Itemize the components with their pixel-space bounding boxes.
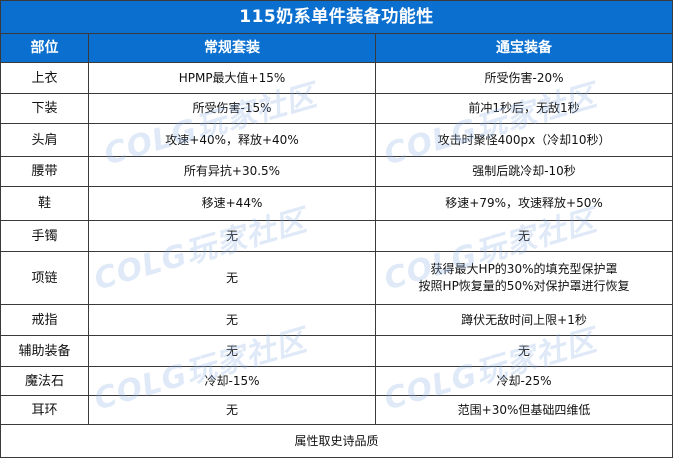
tongbao-cell: 获得最大HP的30%的填充型保护罩 按照HP恢复量的50%对保护罩进行恢复 [374, 251, 673, 305]
slot-cell: 耳环 [0, 395, 89, 425]
standard-cell: HPMP最大值+15% [88, 62, 376, 94]
table-row: 腰带 所有异抗+30.5% 强制后跳冷却-10秒 [0, 156, 673, 187]
slot-cell: 上衣 [0, 62, 89, 94]
tongbao-cell: 冷却-25% [374, 366, 673, 396]
tongbao-cell: 无 [374, 335, 673, 367]
slot-cell: 下装 [0, 93, 89, 124]
table-row: 上衣 HPMP最大值+15% 所受伤害-20% [0, 62, 673, 94]
tongbao-cell: 所受伤害-20% [374, 62, 673, 94]
tongbao-cell: 攻击时聚怪400px（冷却10秒） [374, 123, 673, 157]
slot-cell: 头肩 [0, 123, 89, 157]
slot-cell: 腰带 [0, 156, 89, 187]
tongbao-cell: 蹲伏无敌时间上限+1秒 [374, 304, 673, 336]
tongbao-cell: 前冲1秒后，无敌1秒 [374, 93, 673, 124]
table-row: 鞋 移速+44% 移速+79%，攻速释放+50% [0, 186, 673, 221]
standard-cell: 移速+44% [88, 186, 376, 221]
slot-cell: 辅助装备 [0, 335, 89, 367]
standard-cell: 所受伤害-15% [88, 93, 376, 124]
standard-cell: 所有异抗+30.5% [88, 156, 376, 187]
slot-cell: 戒指 [0, 304, 89, 336]
tongbao-cell: 强制后跳冷却-10秒 [374, 156, 673, 187]
column-header-standard: 常规套装 [88, 33, 376, 63]
table-title: 115奶系单件装备功能性 [0, 0, 673, 34]
table-row: 魔法石 冷却-15% 冷却-25% [0, 366, 673, 396]
tongbao-line: 获得最大HP的30%的填充型保护罩 [430, 262, 618, 276]
standard-cell: 无 [88, 304, 376, 336]
slot-cell: 鞋 [0, 186, 89, 221]
standard-cell: 无 [88, 251, 376, 305]
tongbao-cell: 范围+30%但基础四维低 [374, 395, 673, 425]
table-row: 手镯 无 无 [0, 220, 673, 252]
standard-cell: 攻速+40%，释放+40% [88, 123, 376, 157]
footer-note: 属性取史诗品质 [0, 424, 673, 458]
equipment-table: 115奶系单件装备功能性 部位 常规套装 通宝装备 上衣 HPMP最大值+15%… [0, 0, 673, 458]
slot-cell: 魔法石 [0, 366, 89, 396]
tongbao-cell: 无 [374, 220, 673, 252]
header-row: 部位 常规套装 通宝装备 [0, 33, 673, 63]
table-row: 头肩 攻速+40%，释放+40% 攻击时聚怪400px（冷却10秒） [0, 123, 673, 157]
slot-cell: 项链 [0, 251, 89, 305]
table-row: 项链 无 获得最大HP的30%的填充型保护罩 按照HP恢复量的50%对保护罩进行… [0, 251, 673, 305]
table-row: 耳环 无 范围+30%但基础四维低 [0, 395, 673, 425]
standard-cell: 无 [88, 335, 376, 367]
standard-cell: 无 [88, 395, 376, 425]
tongbao-line: 按照HP恢复量的50%对保护罩进行恢复 [418, 279, 630, 293]
column-header-tongbao: 通宝装备 [374, 33, 673, 63]
table-row: 戒指 无 蹲伏无敌时间上限+1秒 [0, 304, 673, 336]
tongbao-cell: 移速+79%，攻速释放+50% [374, 186, 673, 221]
column-header-slot: 部位 [0, 33, 89, 63]
title-row: 115奶系单件装备功能性 [0, 0, 673, 34]
table-row: 下装 所受伤害-15% 前冲1秒后，无敌1秒 [0, 93, 673, 124]
standard-cell: 无 [88, 220, 376, 252]
table-row: 辅助装备 无 无 [0, 335, 673, 367]
standard-cell: 冷却-15% [88, 366, 376, 396]
slot-cell: 手镯 [0, 220, 89, 252]
footer-row: 属性取史诗品质 [0, 424, 673, 458]
